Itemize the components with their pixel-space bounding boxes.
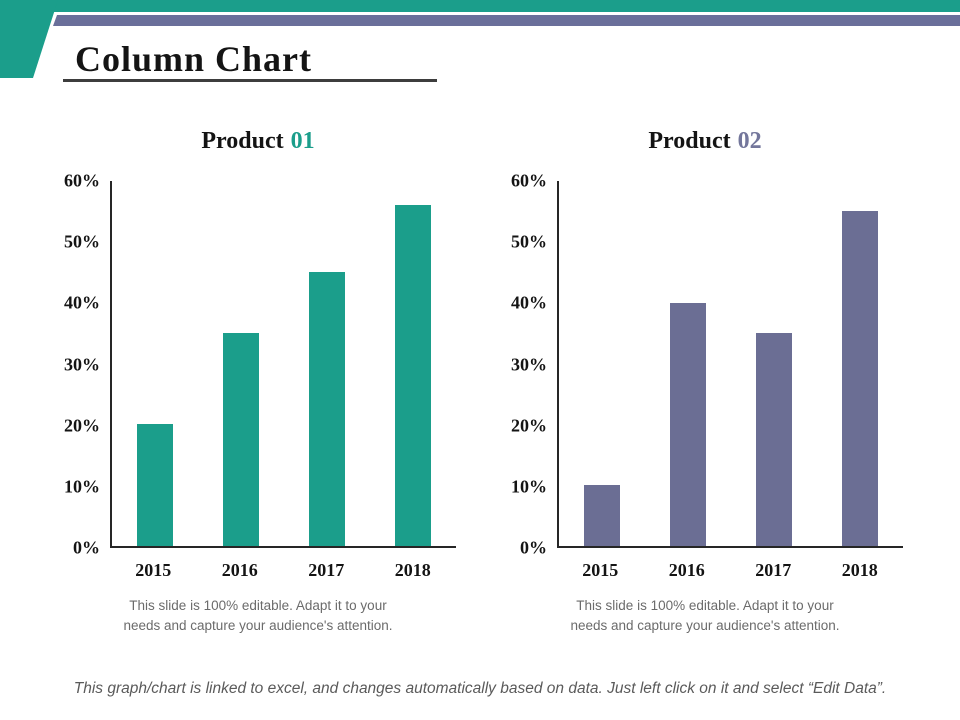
- bar-slot: [198, 181, 284, 546]
- y-axis-labels: 60% 50% 40% 30% 20% 10% 0%: [60, 171, 110, 558]
- x-tick-label: 2018: [394, 560, 431, 580]
- bar-2017: [309, 272, 345, 546]
- bar-slot: [112, 181, 198, 546]
- chart-title-prefix: Product: [201, 128, 284, 154]
- y-tick-label: 40%: [64, 292, 100, 313]
- bar-2016: [670, 302, 706, 546]
- chart-title-prefix: Product: [648, 128, 731, 154]
- caption-line-2: needs and capture your audience's attent…: [570, 618, 840, 633]
- bar-2018: [842, 211, 878, 546]
- y-tick-label: 10%: [511, 476, 547, 497]
- plot-area-wrapper: 60% 50% 40% 30% 20% 10% 0%: [507, 171, 903, 558]
- y-tick-label: 10%: [64, 476, 100, 497]
- footer-note: This graph/chart is linked to excel, and…: [73, 680, 887, 697]
- bar-2015: [584, 485, 620, 546]
- header-purple-strip: [53, 15, 960, 26]
- y-tick-label: 60%: [511, 170, 547, 191]
- x-tick-label: 2016: [221, 560, 258, 580]
- chart-title-number: 02: [737, 128, 762, 154]
- bar-slot: [559, 181, 645, 546]
- x-axis-labels: 2015 2016 2017 2018: [557, 560, 903, 581]
- caption-line-1: This slide is 100% editable. Adapt it to…: [576, 598, 834, 613]
- chart-caption: This slide is 100% editable. Adapt it to…: [60, 596, 456, 636]
- y-tick-label: 30%: [64, 354, 100, 374]
- plot-area-wrapper: 60% 50% 40% 30% 20% 10% 0%: [60, 171, 456, 558]
- bar-2016: [223, 333, 259, 546]
- bar-2017: [756, 333, 792, 546]
- y-tick-label: 50%: [64, 231, 100, 252]
- header-corner-shape: [0, 0, 58, 78]
- bar-slot: [284, 181, 370, 546]
- caption-line-1: This slide is 100% editable. Adapt it to…: [129, 598, 387, 613]
- caption-line-2: needs and capture your audience's attent…: [123, 618, 393, 633]
- y-tick-label: 0%: [520, 537, 547, 558]
- plot-area: [557, 181, 903, 548]
- x-tick-label: 2015: [582, 560, 619, 580]
- x-tick-label: 2017: [308, 560, 345, 580]
- header-teal-strip: [0, 0, 960, 12]
- product-02-chart: Product 02 60% 50% 40% 30% 20% 10% 0% 2015 2016 2…: [507, 128, 903, 640]
- chart-title-number: 01: [290, 128, 315, 154]
- bar-slot: [370, 181, 456, 546]
- x-tick-label: 2018: [841, 560, 878, 580]
- bar-slot: [817, 181, 903, 546]
- y-tick-label: 50%: [511, 231, 547, 252]
- title-underline: [63, 79, 437, 82]
- chart-title: Product 01: [60, 128, 456, 155]
- y-tick-label: 30%: [511, 354, 547, 374]
- y-tick-label: 40%: [511, 292, 547, 313]
- x-axis-labels: 2015 2016 2017 2018: [110, 560, 456, 581]
- bar-2015: [137, 424, 173, 546]
- y-axis-labels: 60% 50% 40% 30% 20% 10% 0%: [507, 171, 557, 558]
- chart-caption: This slide is 100% editable. Adapt it to…: [507, 596, 903, 636]
- y-tick-label: 60%: [64, 170, 100, 191]
- chart-title: Product 02: [507, 128, 903, 155]
- x-tick-label: 2015: [135, 560, 172, 580]
- bar-slot: [731, 181, 817, 546]
- bar-2018: [395, 205, 431, 546]
- y-tick-label: 0%: [73, 537, 100, 558]
- bar-slot: [645, 181, 731, 546]
- x-tick-label: 2016: [668, 560, 705, 580]
- product-01-chart: Product 01 60% 50% 40% 30% 20% 10% 0% 2015 2016 2…: [60, 128, 456, 640]
- y-tick-label: 20%: [511, 415, 547, 436]
- x-tick-label: 2017: [755, 560, 792, 580]
- y-tick-label: 20%: [64, 415, 100, 436]
- page-title: Column Chart: [75, 39, 313, 79]
- plot-area: [110, 181, 456, 548]
